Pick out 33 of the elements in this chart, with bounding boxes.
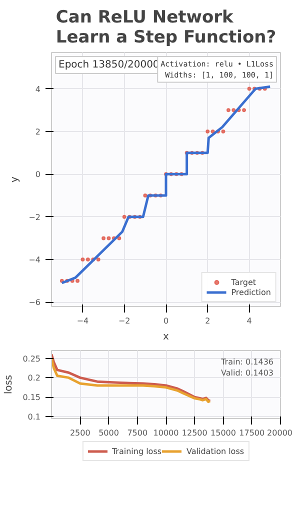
x-tick-label: 20000	[267, 428, 292, 438]
annotation: Train: 0.1436 Valid: 0.1403	[220, 358, 274, 378]
x-tick-label: −4	[76, 316, 89, 326]
chart-title: Can ReLU Network Learn a Step Function?	[56, 8, 276, 48]
x-axis-title: x	[163, 332, 170, 342]
y-tick-label: −6	[28, 298, 41, 308]
x-tick-label: 2	[205, 316, 210, 326]
x-tick-label: 4	[246, 316, 252, 326]
y-tick-label: 0.1	[28, 412, 41, 422]
legend-label: Prediction	[231, 287, 271, 297]
y-axis-title: loss	[4, 374, 15, 394]
x-tick-label: 12500	[182, 428, 208, 438]
y-tick-label: 2	[35, 127, 41, 136]
y-tick-label: 4	[35, 84, 41, 94]
x-tick-label: 10000	[153, 428, 179, 438]
x-tick-label: 7500	[127, 428, 148, 438]
y-tick-label: 0.2	[28, 374, 41, 383]
y-tick-label: 0.15	[22, 393, 40, 402]
y-tick-label: −4	[28, 256, 41, 265]
annotation: Epoch 13850/20000	[58, 60, 160, 70]
x-tick-label: 0	[163, 316, 169, 326]
legend-label: Validation loss	[186, 446, 244, 456]
y-tick-label: 0	[35, 170, 41, 180]
legend-label: Training loss	[112, 446, 162, 456]
x-tick-label: 2500	[70, 428, 90, 438]
y-tick-label: 0.25	[22, 354, 40, 364]
x-tick-label: 5000	[98, 428, 119, 438]
x-tick-label: 15000	[210, 428, 236, 438]
legend-label: Target	[231, 277, 256, 287]
x-tick-label: 17500	[239, 428, 265, 438]
x-tick-label: −2	[118, 316, 130, 326]
y-tick-label: −2	[28, 212, 41, 222]
y-axis-title: y	[10, 176, 21, 182]
